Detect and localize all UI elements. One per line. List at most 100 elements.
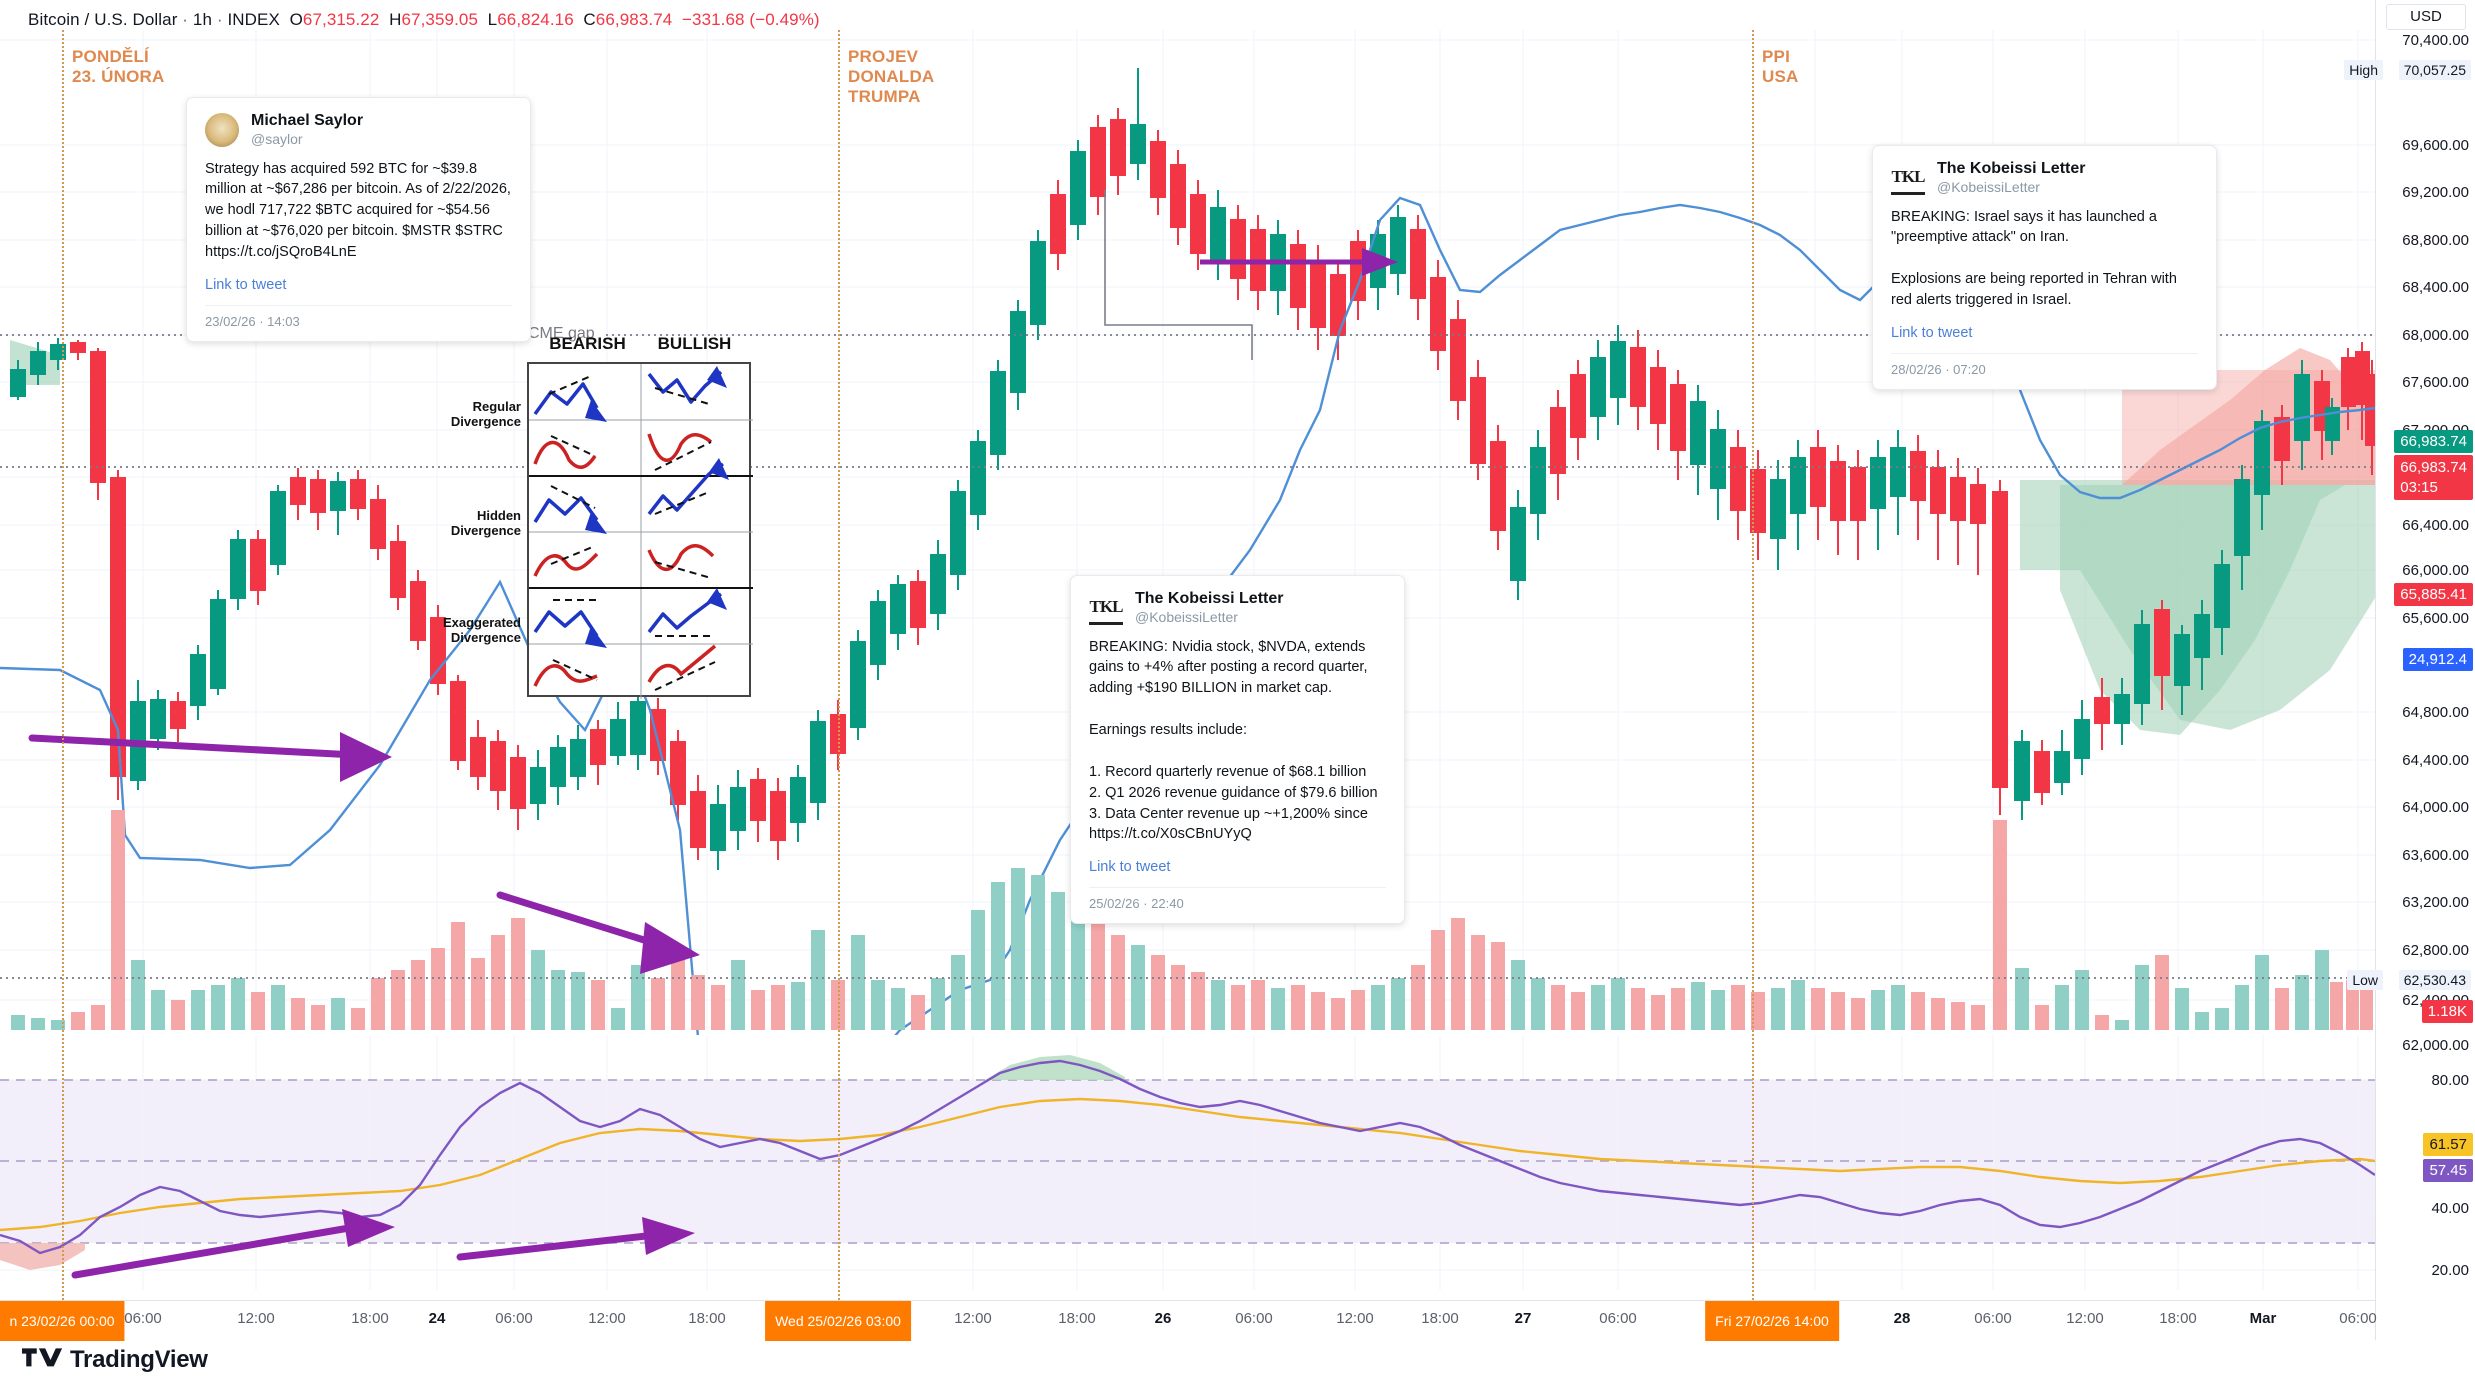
rsi-annotation-arrows bbox=[71, 1209, 695, 1279]
legend-open-label: O bbox=[289, 10, 303, 29]
rsi-line bbox=[0, 1059, 2376, 1255]
tradingview-logo-icon bbox=[22, 1348, 63, 1367]
time-tick: 06:00 bbox=[124, 1310, 162, 1327]
tweet-body: BREAKING: Israel says it has launched a … bbox=[1891, 208, 2177, 309]
price-tick: 62,800.00 bbox=[2402, 942, 2469, 959]
chart-legend: Bitcoin / U.S. Dollar · 1h · INDEX O67,3… bbox=[28, 10, 820, 30]
tweet-date: 28/02/26 · 07:20 bbox=[1891, 361, 1986, 377]
tweet-date: 23/02/26 · 14:03 bbox=[205, 313, 300, 329]
time-tick: 06:00 bbox=[2339, 1310, 2377, 1327]
rsi-ma-badge: 61.57 bbox=[2423, 1133, 2473, 1156]
price-tick: 68,400.00 bbox=[2402, 279, 2469, 296]
tweet-divider bbox=[1089, 887, 1386, 889]
price-tick: 70,400.00 bbox=[2402, 32, 2469, 49]
price-tick: 63,600.00 bbox=[2402, 847, 2469, 864]
legend-high-label: H bbox=[389, 10, 402, 29]
time-tick: 27 bbox=[1514, 1310, 1532, 1327]
tkl-avatar-icon: TKL bbox=[1891, 161, 1925, 196]
high-tag: High bbox=[2344, 60, 2383, 80]
price-tick: 66,400.00 bbox=[2402, 517, 2469, 534]
tweet-handle: @KobeissiLetter bbox=[1937, 179, 2040, 196]
tradingview-logo[interactable]: TradingView bbox=[22, 1346, 208, 1374]
time-tick: 28 bbox=[1893, 1310, 1911, 1327]
legend-high-value: 67,359.05 bbox=[401, 10, 478, 29]
rsi-tick: 40.00 bbox=[2431, 1200, 2469, 1217]
time-tick: 18:00 bbox=[351, 1310, 389, 1327]
time-tick: 06:00 bbox=[1599, 1310, 1637, 1327]
candlestick-series bbox=[10, 68, 2380, 870]
rsi-pane[interactable] bbox=[0, 1035, 2376, 1290]
ma-value-badge: 65,885.41 bbox=[2394, 583, 2473, 606]
tweet-author: Michael Saylor bbox=[251, 112, 364, 129]
ma-line bbox=[0, 196, 2376, 1153]
tweet-divider bbox=[1891, 352, 2198, 354]
countdown-badge: 66,983.74 03:15 bbox=[2394, 455, 2473, 500]
time-tick: 12:00 bbox=[1336, 1310, 1374, 1327]
rsi-tick: 80.00 bbox=[2431, 1072, 2469, 1089]
time-tick: 12:00 bbox=[2066, 1310, 2104, 1327]
tradingview-wordmark: TradingView bbox=[70, 1346, 208, 1373]
tweet-saylor[interactable]: Michael Saylor @saylor Strategy has acqu… bbox=[186, 97, 531, 342]
price-tick: 69,600.00 bbox=[2402, 137, 2469, 154]
price-tick: 68,000.00 bbox=[2402, 327, 2469, 344]
event-label-trump: PROJEV DONALDA TRUMPA bbox=[848, 47, 935, 107]
volume-series bbox=[11, 810, 2373, 1030]
price-tick: 63,200.00 bbox=[2402, 894, 2469, 911]
tweet-link[interactable]: Link to tweet bbox=[205, 276, 287, 293]
time-tick: 18:00 bbox=[1421, 1310, 1459, 1327]
high-value: 70,057.25 bbox=[2398, 60, 2471, 80]
price-tick: 64,800.00 bbox=[2402, 704, 2469, 721]
zone-red-distribution bbox=[2122, 348, 2375, 485]
rsi-ma-line bbox=[0, 1097, 2376, 1232]
price-tick: 68,800.00 bbox=[2402, 232, 2469, 249]
annotation-arrows bbox=[28, 732, 700, 974]
time-marker-fri: Fri 27/02/26 14:00 bbox=[1705, 1301, 1839, 1341]
tweet-kobeissi-israel[interactable]: TKL The Kobeissi Letter @KobeissiLetter … bbox=[1872, 145, 2217, 390]
tweet-date: 25/02/26 · 22:40 bbox=[1089, 896, 1184, 912]
time-tick: 26 bbox=[1154, 1310, 1172, 1327]
volume-last-badge: 1.18K bbox=[2421, 1000, 2473, 1023]
time-tick: 24 bbox=[428, 1310, 446, 1327]
cheatsheet-bearish-title: BEARISH bbox=[549, 334, 626, 353]
tweet-link[interactable]: Link to tweet bbox=[1891, 324, 1973, 341]
legend-change: −331.68 (−0.49%) bbox=[681, 10, 820, 29]
rsi-overbought-fill bbox=[985, 1055, 1125, 1080]
cheatsheet-bullish-title: BULLISH bbox=[657, 334, 732, 353]
time-tick: 18:00 bbox=[688, 1310, 726, 1327]
price-tick: 62,000.00 bbox=[2402, 1037, 2469, 1054]
tweet-link[interactable]: Link to tweet bbox=[1089, 859, 1171, 876]
tweet-handle: @saylor bbox=[251, 131, 303, 148]
tweet-handle: @KobeissiLetter bbox=[1135, 609, 1238, 626]
price-tick: 66,000.00 bbox=[2402, 562, 2469, 579]
legend-low-label: L bbox=[487, 10, 498, 29]
rsi-value-badge: 57.45 bbox=[2423, 1159, 2473, 1182]
tweet-header: Michael Saylor @saylor bbox=[205, 112, 512, 149]
tweet-body: Strategy has acquired 592 BTC for ~$39.8… bbox=[205, 160, 511, 261]
currency-label[interactable]: USD bbox=[2386, 4, 2466, 30]
arrow-flat-1 bbox=[28, 734, 359, 759]
tweet-author: The Kobeissi Letter bbox=[1937, 160, 2086, 177]
time-tick: 12:00 bbox=[237, 1310, 275, 1327]
tkl-avatar-icon: TKL bbox=[1089, 591, 1123, 626]
low-tag: Low bbox=[2347, 970, 2383, 990]
price-tick: 64,400.00 bbox=[2402, 752, 2469, 769]
legend-close-value: 66,983.74 bbox=[595, 10, 673, 29]
price-scale[interactable]: USD 70,400.00 69,600.00 69,200.00 68,800.00… bbox=[2344, 0, 2475, 1340]
legend-low-value: 66,824.16 bbox=[497, 10, 574, 29]
tweet-author: The Kobeissi Letter bbox=[1135, 590, 1284, 607]
volume-scale-badge: 24,912.4 bbox=[2402, 648, 2473, 671]
cheatsheet-row-label-hidden: Hidden Divergence bbox=[450, 508, 521, 538]
low-value: 62,530.43 bbox=[2398, 970, 2471, 990]
event-line-trump bbox=[838, 30, 840, 1300]
legend-symbol[interactable]: Bitcoin / U.S. Dollar bbox=[28, 10, 178, 29]
tweet-divider bbox=[205, 304, 512, 306]
legend-interval[interactable]: 1h bbox=[192, 10, 213, 29]
time-tick: 06:00 bbox=[1974, 1310, 2012, 1327]
annotation-arrow-top bbox=[1200, 248, 1398, 276]
time-tick: Mar bbox=[2249, 1310, 2277, 1327]
time-scale[interactable]: 06:00 12:00 18:00 24 06:00 12:00 18:00 12:00 18:… bbox=[0, 1300, 2377, 1341]
event-label-monday: PONDĚLÍ 23. ÚNORA bbox=[72, 47, 165, 87]
cheatsheet-row-label-exaggerated: Exaggerated Divergence bbox=[442, 615, 521, 645]
tweet-kobeissi-nvda[interactable]: TKL The Kobeissi Letter @KobeissiLetter … bbox=[1070, 575, 1405, 925]
price-tick: 67,600.00 bbox=[2402, 374, 2469, 391]
